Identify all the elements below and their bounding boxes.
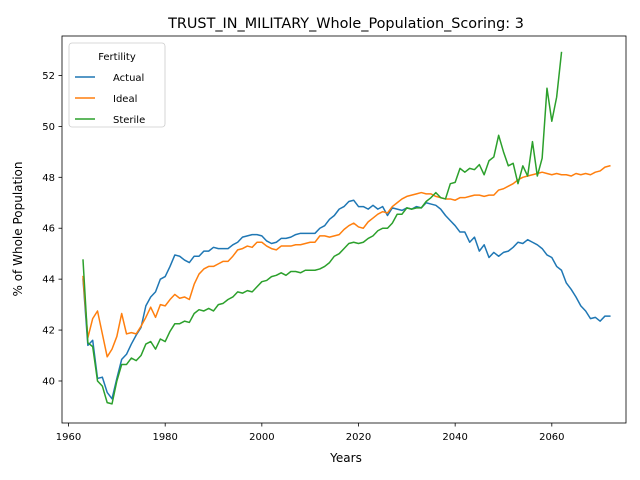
x-tick-label: 2000 — [249, 432, 274, 443]
series-line-actual — [83, 200, 610, 399]
legend: Fertility Actual Ideal Sterile — [69, 43, 165, 127]
legend-label-sterile: Sterile — [113, 115, 145, 126]
x-tick-label: 2060 — [539, 432, 564, 443]
y-tick-label: 48 — [42, 173, 55, 184]
y-tick-label: 44 — [42, 275, 55, 286]
x-tick-label: 2040 — [442, 432, 467, 443]
y-tick-label: 50 — [42, 122, 55, 133]
legend-label-ideal: Ideal — [113, 94, 137, 105]
chart-title: TRUST_IN_MILITARY_Whole_Population_Scori… — [167, 16, 524, 32]
y-tick-label: 52 — [42, 71, 55, 82]
y-tick-label: 42 — [42, 326, 55, 337]
y-axis-label: % of Whole Population — [11, 162, 25, 297]
x-axis-label: Years — [329, 451, 362, 465]
x-tick-label: 1960 — [56, 432, 81, 443]
legend-label-actual: Actual — [113, 73, 144, 84]
series-line-ideal — [83, 166, 610, 357]
x-tick-label: 2020 — [346, 432, 371, 443]
y-tick-label: 40 — [42, 376, 55, 387]
legend-title: Fertility — [98, 52, 136, 63]
x-tick-label: 1980 — [152, 432, 177, 443]
y-tick-label: 46 — [42, 224, 55, 235]
